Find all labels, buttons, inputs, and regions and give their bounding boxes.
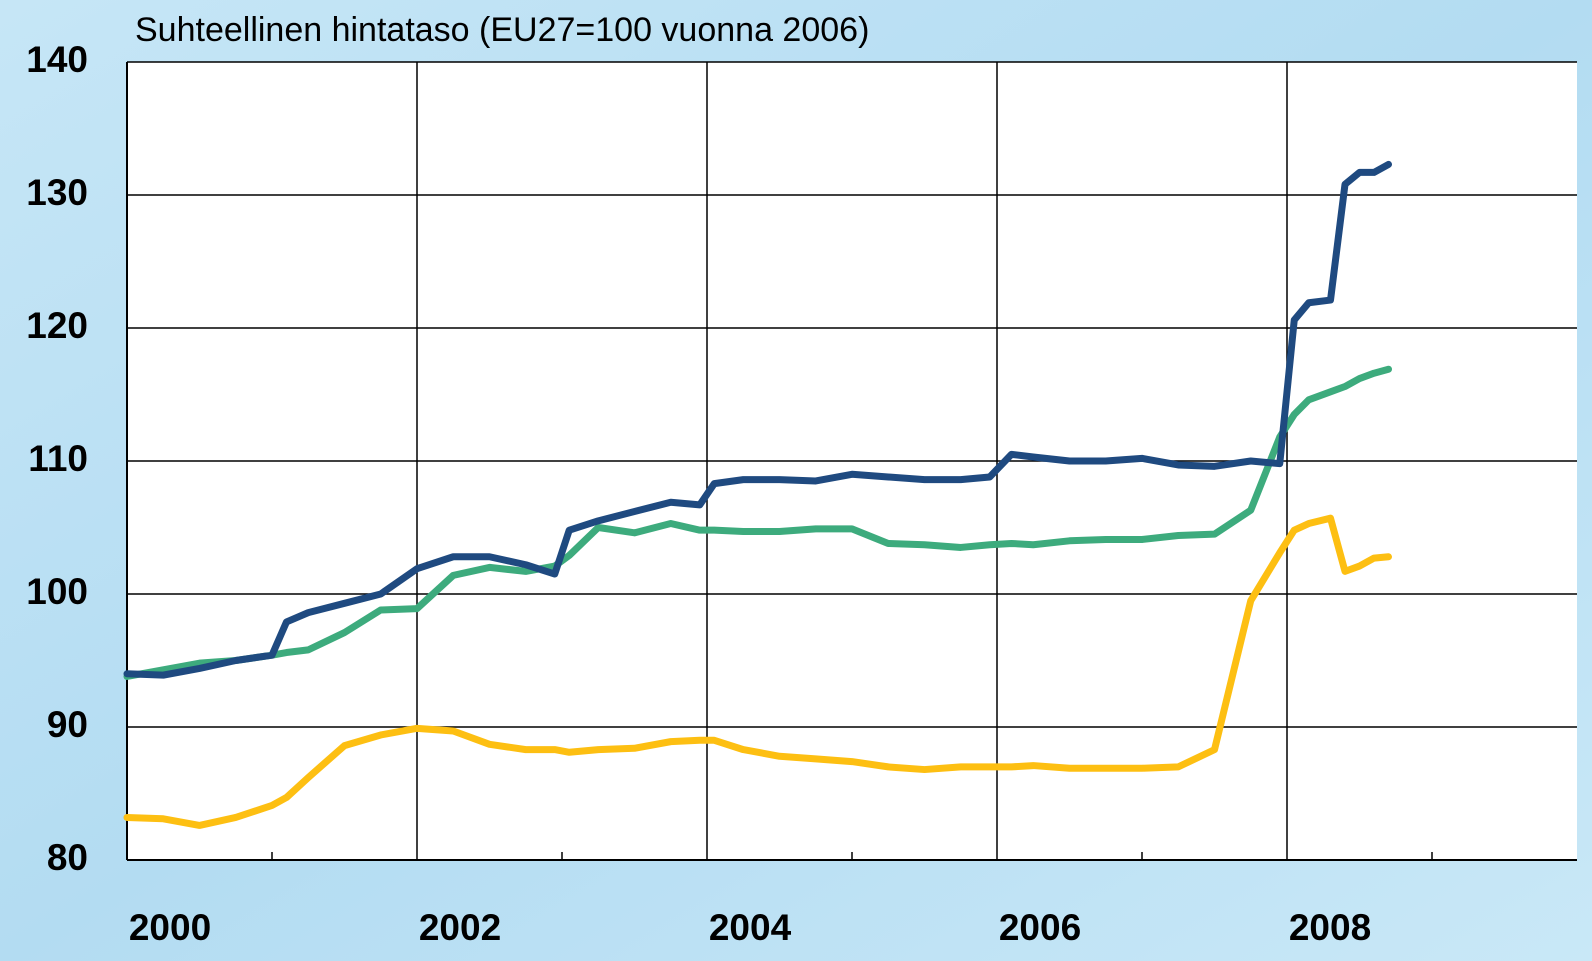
y-tick-label: 80	[47, 837, 88, 878]
chart: Suhteellinen hintataso (EU27=100 vuonna …	[0, 0, 1592, 961]
x-tick-label: 2000	[129, 907, 211, 948]
x-tick-label: 2002	[419, 907, 501, 948]
y-tick-label: 120	[26, 305, 88, 346]
x-tick-label: 2004	[709, 907, 792, 948]
x-tick-label: 2008	[1289, 907, 1371, 948]
y-tick-label: 90	[47, 704, 88, 745]
chart-title: Suhteellinen hintataso (EU27=100 vuonna …	[135, 11, 869, 49]
y-tick-label: 110	[28, 438, 88, 479]
page: {"chart_data": { "type": "line", "title"…	[0, 0, 1592, 961]
x-tick-label: 2006	[999, 907, 1081, 948]
y-tick-label: 130	[26, 172, 88, 213]
y-tick-label: 140	[26, 39, 88, 80]
y-tick-label: 100	[26, 571, 88, 612]
